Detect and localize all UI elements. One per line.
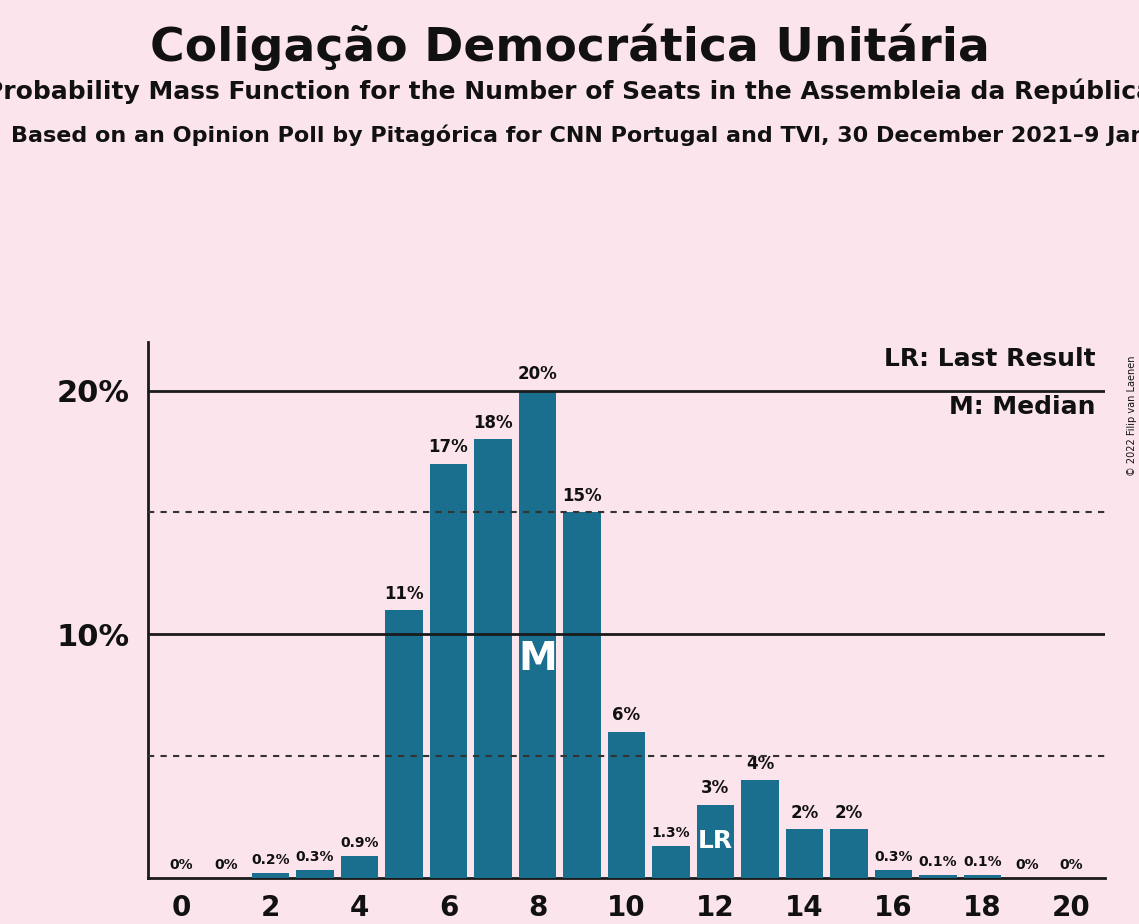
Text: Based on an Opinion Poll by Pitagórica for CNN Portugal and TVI, 30 December 202: Based on an Opinion Poll by Pitagórica f… bbox=[11, 125, 1139, 146]
Bar bbox=[697, 805, 735, 878]
Text: 0.9%: 0.9% bbox=[341, 836, 378, 850]
Text: 20%: 20% bbox=[517, 365, 557, 383]
Bar bbox=[607, 732, 646, 878]
Text: 0%: 0% bbox=[170, 857, 194, 871]
Text: 0.2%: 0.2% bbox=[251, 853, 289, 867]
Text: Coligação Democrática Unitária: Coligação Democrática Unitária bbox=[149, 23, 990, 70]
Bar bbox=[741, 781, 779, 878]
Bar bbox=[830, 829, 868, 878]
Bar bbox=[786, 829, 823, 878]
Text: 0.3%: 0.3% bbox=[296, 850, 334, 865]
Text: 0%: 0% bbox=[1059, 857, 1083, 871]
Text: 4%: 4% bbox=[746, 755, 775, 773]
Text: LR: LR bbox=[698, 829, 734, 853]
Text: 17%: 17% bbox=[428, 438, 468, 456]
Bar bbox=[518, 391, 556, 878]
Text: 15%: 15% bbox=[563, 487, 601, 505]
Text: M: Median: M: Median bbox=[949, 395, 1096, 419]
Bar bbox=[252, 873, 289, 878]
Text: 0.3%: 0.3% bbox=[875, 850, 912, 865]
Bar bbox=[296, 870, 334, 878]
Bar bbox=[964, 875, 1001, 878]
Bar bbox=[563, 513, 601, 878]
Text: M: M bbox=[518, 639, 557, 677]
Text: LR: Last Result: LR: Last Result bbox=[884, 347, 1096, 371]
Text: 0.1%: 0.1% bbox=[964, 856, 1002, 869]
Bar bbox=[385, 610, 423, 878]
Text: 2%: 2% bbox=[790, 804, 819, 821]
Text: © 2022 Filip van Laenen: © 2022 Filip van Laenen bbox=[1126, 356, 1137, 476]
Text: 0.1%: 0.1% bbox=[919, 856, 957, 869]
Text: 11%: 11% bbox=[384, 585, 424, 602]
Bar bbox=[341, 856, 378, 878]
Text: 2%: 2% bbox=[835, 804, 863, 821]
Text: 0%: 0% bbox=[1015, 857, 1039, 871]
Text: 0%: 0% bbox=[214, 857, 238, 871]
Text: 1.3%: 1.3% bbox=[652, 826, 690, 840]
Text: 18%: 18% bbox=[473, 414, 513, 432]
Bar bbox=[652, 846, 690, 878]
Text: 6%: 6% bbox=[613, 706, 640, 724]
Text: 3%: 3% bbox=[702, 780, 730, 797]
Bar bbox=[919, 875, 957, 878]
Bar bbox=[429, 464, 467, 878]
Text: Probability Mass Function for the Number of Seats in the Assembleia da República: Probability Mass Function for the Number… bbox=[0, 79, 1139, 104]
Bar bbox=[474, 439, 511, 878]
Bar bbox=[875, 870, 912, 878]
